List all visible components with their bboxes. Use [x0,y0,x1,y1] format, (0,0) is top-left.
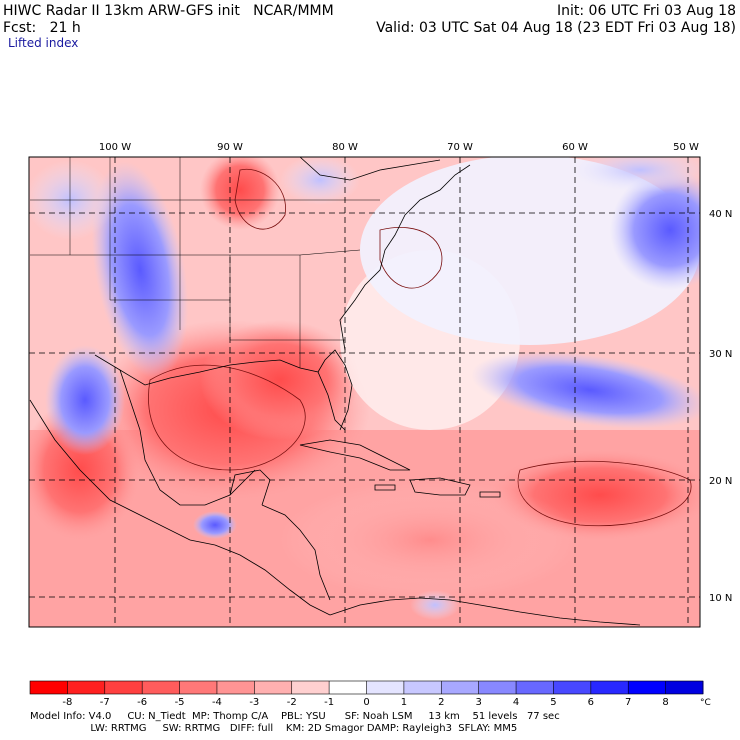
colorbar-tick-label: 7 [625,697,631,708]
colorbar-tick-label: 1 [401,697,407,708]
colorbar-tick-label: 0 [363,697,369,708]
latitude-labels: 40 N 30 N 20 N 10 N [709,209,732,604]
lon-label: 70 W [447,142,473,153]
init-time: Init: 06 UTC Fri 03 Aug 18 [556,3,736,19]
colorbar-tick-label: 4 [513,697,519,708]
colorbar-swatch [179,681,218,694]
colorbar-tick-label: 8 [662,697,668,708]
colorbar-tick-label: -5 [175,697,185,708]
valid-time: Valid: 03 UTC Sat 04 Aug 18 (23 EDT Fri … [376,20,736,36]
colorbar-swatch [216,681,255,694]
lon-label: 60 W [562,142,588,153]
forecast-hour: Fcst: 21 h [3,20,81,36]
colorbar-tick-label: -1 [324,697,334,708]
colorbar-swatch [441,681,480,694]
map-frame [28,156,701,628]
lon-label: 90 W [217,142,243,153]
lon-label: 50 W [673,142,699,153]
colorbar: -8 -7 -6 -5 -4 -3 -2 -1 0 1 2 3 4 5 6 7 8 °C [29,680,711,708]
field-name: Lifted index [8,36,79,50]
colorbar-swatch [516,681,554,694]
colorbar-swatch [366,681,405,694]
colorbar-swatch [590,681,629,694]
lat-label: 40 N [709,209,732,220]
lat-label: 30 N [709,349,732,360]
graticule [29,157,700,627]
colorbar-swatch [329,681,367,694]
colorbar-tick-label: 3 [475,697,481,708]
colorbar-tick-label: -2 [287,697,297,708]
colorbar-swatch [142,681,181,694]
colorbar-swatch [478,681,517,694]
lon-label: 80 W [332,142,358,153]
lat-label: 20 N [709,476,732,487]
colorbar-tick-label: 5 [550,697,556,708]
colorbar-tick-label: 2 [438,697,444,708]
lat-label: 10 N [709,593,732,604]
colorbar-unit: °C [700,698,711,708]
coastlines [29,157,641,626]
colorbar-tick-label: -8 [62,697,72,708]
model-title: HIWC Radar II 13km ARW-GFS init NCAR/MMM [3,3,334,19]
model-info-line2: LW: RRTMG SW: RRTMG DIFF: full KM: 2D Sm… [30,723,518,734]
colorbar-swatch [104,681,143,694]
colorbar-swatch [254,681,293,694]
colorbar-swatch [665,681,704,694]
longitude-labels: 100 W 90 W 80 W 70 W 60 W 50 W [99,142,699,153]
colorbar-tick-label: -4 [212,697,222,708]
colorbar-swatch [291,681,330,694]
model-info-line1: Model Info: V4.0 CU: N_Tiedt MP: Thomp C… [30,711,560,722]
colorbar-swatch [403,681,442,694]
colorbar-tick-label: -3 [249,697,259,708]
colorbar-swatch [553,681,592,694]
colorbar-tick-label: 6 [588,697,594,708]
lon-label: 100 W [99,142,131,153]
colorbar-tick-label: -6 [137,697,147,708]
colorbar-swatch [67,681,106,694]
colorbar-tick-label: -7 [100,697,110,708]
colorbar-swatch [30,681,68,694]
lifted-index-field [29,157,700,627]
colorbar-swatch [628,681,667,694]
